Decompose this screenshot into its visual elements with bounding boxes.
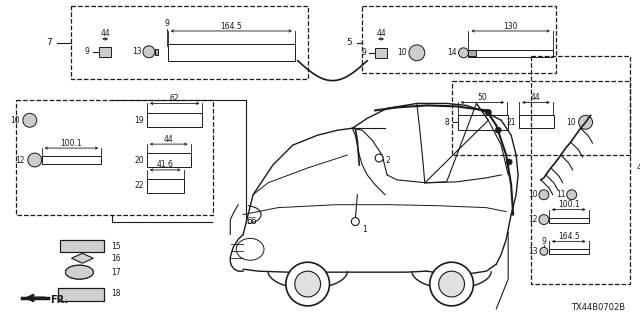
Bar <box>375 48 387 58</box>
Circle shape <box>409 45 425 61</box>
Bar <box>147 179 184 193</box>
Text: 9: 9 <box>164 19 169 28</box>
Text: 5: 5 <box>347 38 353 47</box>
Text: 19: 19 <box>134 116 144 125</box>
Bar <box>58 288 104 301</box>
Text: 21: 21 <box>507 118 516 127</box>
Circle shape <box>375 154 383 162</box>
Bar <box>42 156 101 164</box>
Circle shape <box>506 159 512 165</box>
Text: 9: 9 <box>362 48 366 57</box>
Text: 44: 44 <box>376 29 386 38</box>
Circle shape <box>458 48 468 58</box>
Circle shape <box>286 262 330 306</box>
Text: 10: 10 <box>528 190 538 199</box>
Text: 14: 14 <box>447 48 456 57</box>
Text: 15: 15 <box>111 242 121 251</box>
Bar <box>147 113 202 127</box>
Bar <box>531 56 630 284</box>
Text: 44: 44 <box>100 29 110 38</box>
Text: 164.5: 164.5 <box>558 232 580 241</box>
Text: 4: 4 <box>636 164 640 172</box>
Bar <box>468 50 553 57</box>
Text: 100.1: 100.1 <box>558 200 579 209</box>
Text: 12: 12 <box>529 215 538 224</box>
Text: 44: 44 <box>164 135 173 144</box>
Text: 62: 62 <box>170 94 179 103</box>
Text: FR.: FR. <box>50 295 68 305</box>
Bar <box>458 115 508 130</box>
Text: 12: 12 <box>15 156 25 164</box>
Circle shape <box>495 127 501 133</box>
Text: 8: 8 <box>445 118 450 127</box>
Circle shape <box>579 115 593 129</box>
Text: 13: 13 <box>528 247 538 256</box>
Text: 6: 6 <box>250 217 256 226</box>
Text: TX44B0702B: TX44B0702B <box>571 303 625 312</box>
Text: 164.5: 164.5 <box>220 21 242 30</box>
Text: 50: 50 <box>477 93 487 102</box>
Bar <box>99 47 111 57</box>
Bar <box>168 44 295 61</box>
Text: 20: 20 <box>134 156 144 164</box>
Bar <box>519 115 554 128</box>
Bar <box>362 6 556 73</box>
Text: 41.6: 41.6 <box>157 160 173 170</box>
Text: 6: 6 <box>246 217 252 226</box>
Text: 18: 18 <box>111 290 121 299</box>
Circle shape <box>28 153 42 167</box>
Bar <box>72 6 308 79</box>
Text: 1: 1 <box>362 225 367 234</box>
Bar <box>155 49 158 55</box>
Circle shape <box>438 271 465 297</box>
Circle shape <box>567 190 577 200</box>
Bar <box>549 249 589 254</box>
Bar <box>549 218 589 222</box>
Text: 10: 10 <box>397 48 407 57</box>
Text: 13: 13 <box>132 47 142 56</box>
Circle shape <box>539 215 549 225</box>
Bar <box>60 240 104 252</box>
Circle shape <box>23 113 36 127</box>
Text: 17: 17 <box>111 268 121 277</box>
Bar <box>16 100 213 215</box>
Text: 9: 9 <box>84 47 90 56</box>
Text: 7: 7 <box>46 38 52 47</box>
Bar <box>468 50 476 56</box>
Text: 44: 44 <box>531 93 541 102</box>
Bar <box>60 240 104 252</box>
Text: 9: 9 <box>541 237 547 246</box>
Polygon shape <box>72 253 93 263</box>
Circle shape <box>485 109 492 115</box>
Circle shape <box>143 46 155 58</box>
Bar <box>147 153 191 167</box>
Circle shape <box>540 247 548 255</box>
Circle shape <box>539 190 549 200</box>
Text: 130: 130 <box>504 21 518 30</box>
Text: 10: 10 <box>10 116 20 125</box>
Ellipse shape <box>65 265 93 279</box>
Bar <box>452 81 630 155</box>
Text: 100.1: 100.1 <box>61 139 83 148</box>
Text: 11: 11 <box>556 190 566 199</box>
Circle shape <box>295 271 321 297</box>
Text: 2: 2 <box>385 156 390 164</box>
Bar <box>58 288 104 301</box>
Text: 10: 10 <box>566 118 575 127</box>
Circle shape <box>429 262 474 306</box>
Text: 22: 22 <box>134 181 144 190</box>
Text: 16: 16 <box>111 254 121 263</box>
Circle shape <box>351 218 359 226</box>
